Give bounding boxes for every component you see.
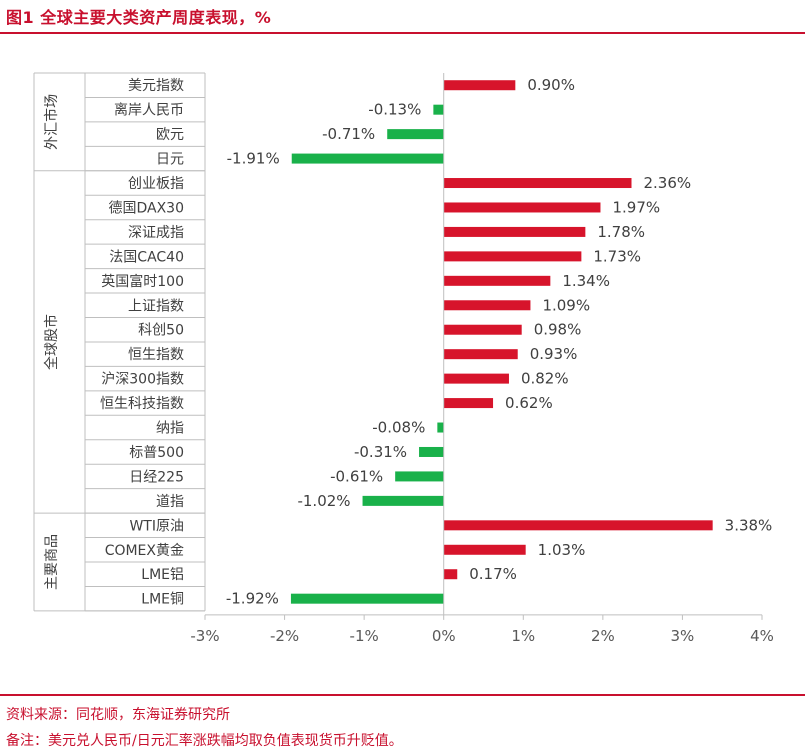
bar <box>443 569 458 580</box>
x-tick-label: 0% <box>432 627 456 645</box>
data-label: 0.62% <box>505 394 553 412</box>
bar <box>419 446 444 457</box>
bar <box>443 544 526 555</box>
data-label: 1.09% <box>542 296 590 314</box>
x-tick-label: 1% <box>511 627 535 645</box>
bar <box>443 178 632 189</box>
category-label: 欧元 <box>156 127 184 143</box>
bar <box>443 275 551 286</box>
bar <box>443 226 586 237</box>
bar <box>443 324 522 335</box>
data-label: -0.71% <box>322 125 375 143</box>
bar <box>443 251 582 262</box>
data-label: -0.61% <box>330 467 383 485</box>
footer-divider <box>0 694 805 696</box>
data-label: 1.34% <box>562 272 610 290</box>
bar <box>433 104 444 115</box>
data-label: -0.13% <box>368 101 421 119</box>
category-label: 离岸人民币 <box>114 102 184 119</box>
remark-note: 备注：美元兑人民币/日元汇率涨跌幅均取负值表现货币升贬值。 <box>6 733 403 749</box>
bar <box>443 349 518 360</box>
category-label: 美元指数 <box>128 78 184 94</box>
data-label: 0.82% <box>521 370 569 388</box>
bar <box>443 373 509 384</box>
source-note: 资料来源：同花顺，东海证券研究所 <box>6 707 230 723</box>
bar <box>290 593 444 604</box>
category-label: 日元 <box>156 152 184 168</box>
category-label: 恒生指数 <box>128 347 184 363</box>
bar <box>395 471 444 482</box>
data-label: -0.31% <box>354 443 407 461</box>
category-label: 日经225 <box>129 469 184 485</box>
x-tick-label: -1% <box>350 627 379 645</box>
bar <box>437 422 444 433</box>
data-label: 0.98% <box>534 321 582 339</box>
x-tick-label: -3% <box>190 627 219 645</box>
group-label: 主要商品 <box>44 534 60 590</box>
data-label: 1.03% <box>538 541 586 559</box>
data-label: 2.36% <box>644 174 692 192</box>
category-label: 沪深300指数 <box>101 372 184 388</box>
category-label: 恒生科技指数 <box>100 396 184 412</box>
category-label: 科创50 <box>138 323 184 339</box>
bar <box>387 129 444 140</box>
title-divider <box>0 32 805 34</box>
bar <box>291 153 444 164</box>
data-label: 0.90% <box>527 76 575 94</box>
data-label: -1.91% <box>227 150 280 168</box>
group-label: 外汇市场 <box>43 94 60 150</box>
bar-chart: 美元指数 0.90% 离岸人民币 -0.13% 欧元 -0.71% 日元 -1.91% 外汇市场… <box>33 72 774 645</box>
data-label: -0.08% <box>372 419 425 437</box>
data-label: 0.93% <box>530 345 578 363</box>
category-label: 德国DAX30 <box>108 200 184 216</box>
bar <box>443 398 494 409</box>
data-label: -1.92% <box>226 590 279 608</box>
data-label: 1.97% <box>612 198 660 216</box>
data-label: 1.78% <box>597 223 645 241</box>
bar <box>443 80 516 91</box>
data-label: 0.17% <box>469 565 517 583</box>
category-label: LME铝 <box>141 567 184 583</box>
x-tick-label: 2% <box>591 627 615 645</box>
category-label: 深证成指 <box>128 225 184 241</box>
category-label: COMEX黄金 <box>105 542 184 559</box>
category-label: LME铜 <box>141 592 184 608</box>
category-label: 上证指数 <box>128 298 184 314</box>
data-label: -1.02% <box>297 492 350 510</box>
x-tick-label: 4% <box>750 627 774 645</box>
category-label: 纳指 <box>156 421 184 437</box>
category-label: 标普500 <box>129 445 184 461</box>
bar <box>362 495 444 506</box>
x-tick-label: -2% <box>270 627 299 645</box>
category-label: 创业板指 <box>128 176 184 192</box>
category-label: 英国富时100 <box>101 273 184 290</box>
data-label: 3.38% <box>725 516 773 534</box>
group-label: 全球股市 <box>43 314 60 370</box>
bar <box>443 202 601 213</box>
bar <box>443 520 713 531</box>
category-label: WTI原油 <box>129 518 184 534</box>
bar <box>443 300 531 311</box>
figure-title: 图1 全球主要大类资产周度表现，% <box>6 8 272 27</box>
x-tick-label: 3% <box>671 627 695 645</box>
data-label: 1.73% <box>593 247 641 265</box>
category-label: 道指 <box>156 494 184 510</box>
category-label: 法国CAC40 <box>109 249 184 265</box>
